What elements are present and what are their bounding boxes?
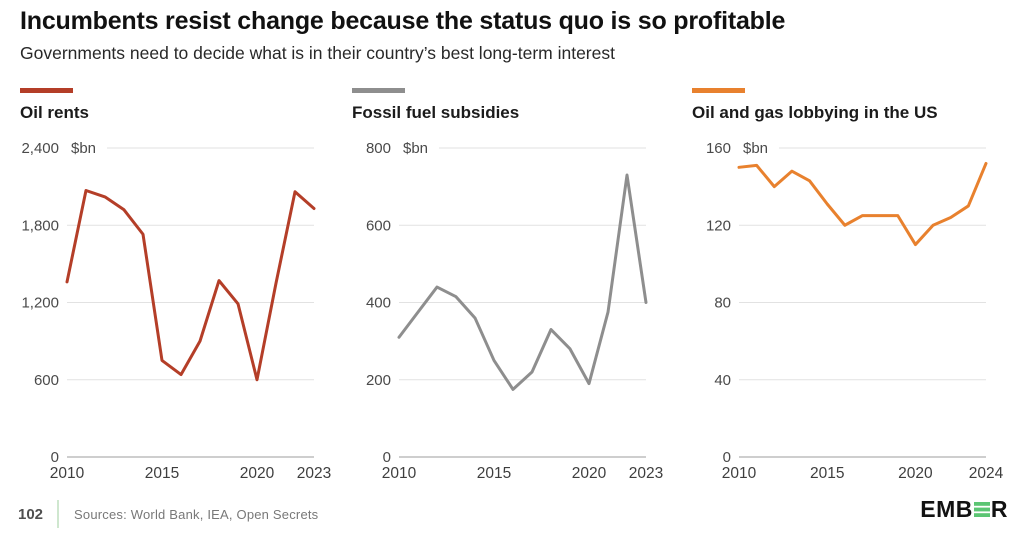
svg-text:0: 0 [383, 449, 391, 466]
svg-text:0: 0 [51, 449, 59, 466]
line-chart-oil-gas-lobbying: 160 $bn 120 80 40 0 2010 2015 2020 2024 [686, 132, 1022, 488]
legend-swatch-oil-gas-lobbying [692, 88, 745, 93]
svg-text:600: 600 [366, 217, 391, 234]
svg-text:$bn: $bn [403, 140, 428, 157]
chart-title-oil-rents: Oil rents [20, 103, 89, 122]
chart-panel-oil-rents: Oil rents 2,400 $bn 1,800 1,200 600 0 2010 2015… [14, 82, 350, 488]
svg-text:2023: 2023 [629, 465, 663, 482]
svg-text:2020: 2020 [898, 465, 933, 482]
ember-logo-green-e-icon [973, 501, 990, 517]
svg-text:0: 0 [723, 449, 731, 466]
ember-logo-text-suffix: R [990, 496, 1008, 522]
chart-title-fossil-fuel-subsidies: Fossil fuel subsidies [352, 103, 520, 122]
svg-text:800: 800 [366, 140, 391, 157]
svg-text:2015: 2015 [810, 465, 844, 482]
svg-text:2020: 2020 [572, 465, 607, 482]
svg-text:120: 120 [706, 217, 731, 234]
svg-text:400: 400 [366, 295, 391, 312]
ember-logo-text-prefix: EMB [920, 496, 973, 522]
ember-logo: EMB R [920, 497, 1008, 521]
header: Incumbents resist change because the sta… [20, 6, 1010, 64]
chart-panel-fossil-fuel-subsidies: Fossil fuel subsidies 800 $bn 600 400 200 0 20… [346, 82, 682, 488]
page-subtitle: Governments need to decide what is in th… [20, 43, 615, 63]
svg-text:2,400: 2,400 [21, 140, 59, 157]
legend-swatch-fossil-fuel-subsidies [352, 88, 405, 93]
svg-text:2023: 2023 [297, 465, 331, 482]
chart-title-oil-gas-lobbying: Oil and gas lobbying in the US [692, 103, 938, 122]
legend-swatch-oil-rents [20, 88, 73, 93]
svg-text:$bn: $bn [743, 140, 768, 157]
page-number: 102 [18, 505, 44, 523]
svg-text:2024: 2024 [969, 465, 1004, 482]
line-chart-oil-rents: 2,400 $bn 1,800 1,200 600 0 2010 2015 2020 2023 [14, 132, 350, 488]
svg-text:160: 160 [706, 140, 731, 157]
svg-text:2010: 2010 [382, 465, 417, 482]
footer-divider [57, 500, 60, 528]
svg-text:600: 600 [34, 372, 59, 389]
chart-panel-oil-gas-lobbying: Oil and gas lobbying in the US 160 $bn 120… [686, 82, 1022, 488]
svg-text:2015: 2015 [477, 465, 511, 482]
svg-text:1,200: 1,200 [21, 295, 59, 312]
svg-text:2010: 2010 [722, 465, 757, 482]
page-title: Incumbents resist change because the sta… [20, 7, 786, 35]
line-chart-fossil-fuel-subsidies: 800 $bn 600 400 200 0 2010 2015 2020 2023 [346, 132, 682, 488]
svg-text:80: 80 [714, 295, 731, 312]
svg-text:2020: 2020 [240, 465, 275, 482]
footer: 102 Sources: World Bank, IEA, Open Secre… [18, 499, 318, 529]
svg-text:40: 40 [714, 372, 731, 389]
svg-text:2010: 2010 [50, 465, 85, 482]
svg-text:1,800: 1,800 [21, 217, 59, 234]
sources-text: Sources: World Bank, IEA, Open Secrets [74, 506, 319, 522]
svg-text:2015: 2015 [145, 465, 179, 482]
svg-text:$bn: $bn [71, 140, 96, 157]
svg-text:200: 200 [366, 372, 391, 389]
